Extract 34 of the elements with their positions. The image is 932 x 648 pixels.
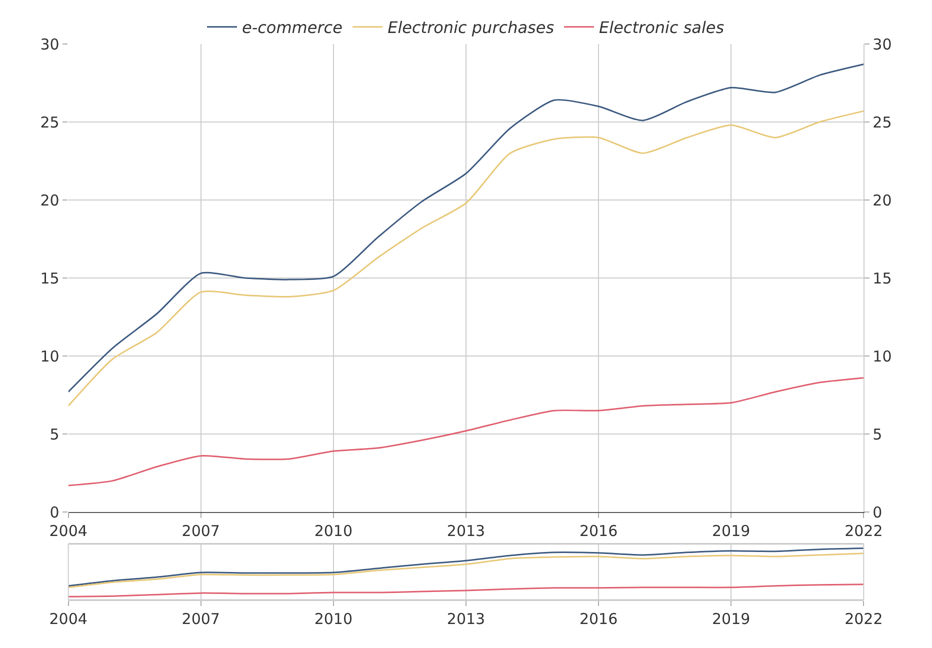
- y-tick-label: 10: [40, 347, 60, 366]
- line-series: [68, 377, 864, 486]
- x-tick-label: 2016: [579, 522, 618, 540]
- legend-label: Electronic purchases: [388, 18, 554, 38]
- y2-tick-label: 30: [872, 35, 892, 54]
- x-tick-label: 2007: [182, 522, 220, 540]
- y2-tick-label: 0: [872, 503, 882, 522]
- x-tick-label: 2022: [844, 522, 883, 540]
- x-tick-label: 2019: [712, 522, 750, 540]
- legend-label: e-commerce: [242, 18, 343, 38]
- x-tick-label: 2016: [579, 610, 618, 628]
- x-tick-label: 2022: [844, 610, 883, 628]
- y-tick-label: 30: [40, 35, 60, 54]
- legend-label: Electronic sales: [599, 18, 724, 38]
- x-tick-label: 2010: [314, 522, 353, 540]
- x-tick-label: 2019: [712, 610, 750, 628]
- x-tick-label: 2004: [49, 610, 88, 628]
- y-tick-label: 20: [40, 191, 60, 210]
- line-series: [68, 64, 864, 393]
- y-tick-label: 0: [50, 503, 60, 522]
- x-tick-label: 2004: [49, 522, 88, 540]
- y-tick-label: 15: [40, 269, 60, 288]
- y2-tick-label: 25: [872, 113, 892, 132]
- x-tick-label: 2010: [314, 610, 353, 628]
- y-tick-label: 25: [40, 113, 60, 132]
- x-tick-label: 2013: [446, 610, 486, 628]
- y2-tick-label: 20: [872, 191, 892, 210]
- y-tick-label: 5: [50, 425, 60, 444]
- y2-tick-label: 15: [872, 269, 892, 288]
- line-series: [68, 110, 864, 407]
- y2-tick-label: 10: [872, 347, 892, 366]
- x-tick-label: 2013: [446, 522, 486, 540]
- x-tick-label: 2007: [182, 610, 220, 628]
- y2-tick-label: 5: [872, 425, 882, 444]
